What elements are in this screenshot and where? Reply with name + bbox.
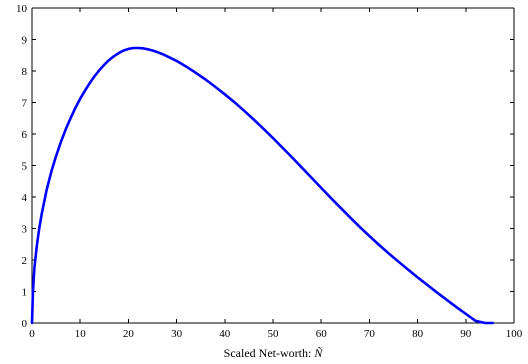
y-tick-label: 6 — [22, 129, 28, 141]
x-tick-label: 50 — [268, 328, 280, 340]
x-axis-title-text: Scaled Net-worth: — [224, 346, 315, 360]
x-tick-label: 10 — [75, 328, 87, 340]
x-tick-label: 0 — [29, 328, 35, 340]
series-group — [30, 46, 495, 325]
x-tick-label: 90 — [460, 328, 472, 340]
y-tick-label: 4 — [22, 192, 28, 204]
x-axis-title: Scaled Net-worth: Ñ — [224, 346, 324, 360]
x-tick-label: 100 — [506, 328, 523, 340]
x-ticks: 0 10 20 30 40 50 60 70 80 90 100 — [29, 8, 523, 340]
y-tick-label: 2 — [22, 255, 28, 267]
axes — [31, 7, 515, 324]
x-tick-label: 80 — [412, 328, 424, 340]
y-tick-label: 1 — [22, 287, 28, 299]
y-tick-label: 8 — [22, 66, 28, 78]
x-axis-title-symbol: Ñ — [313, 346, 323, 360]
y-tick-label: 10 — [16, 3, 28, 15]
x-tick-label: 40 — [219, 328, 231, 340]
y-tick-label: 5 — [22, 161, 28, 173]
x-tick-label: 60 — [316, 328, 328, 340]
y-ticks: 0 1 2 3 4 5 6 7 8 9 10 — [16, 3, 514, 330]
x-tick-label: 30 — [171, 328, 183, 340]
series-line — [30, 46, 495, 325]
x-tick-label: 70 — [364, 328, 376, 340]
y-tick-label: 9 — [22, 35, 28, 47]
y-tick-label: 3 — [22, 224, 28, 236]
y-tick-label: 7 — [22, 98, 28, 110]
x-tick-label: 20 — [123, 328, 135, 340]
y-tick-label: 0 — [22, 318, 28, 330]
